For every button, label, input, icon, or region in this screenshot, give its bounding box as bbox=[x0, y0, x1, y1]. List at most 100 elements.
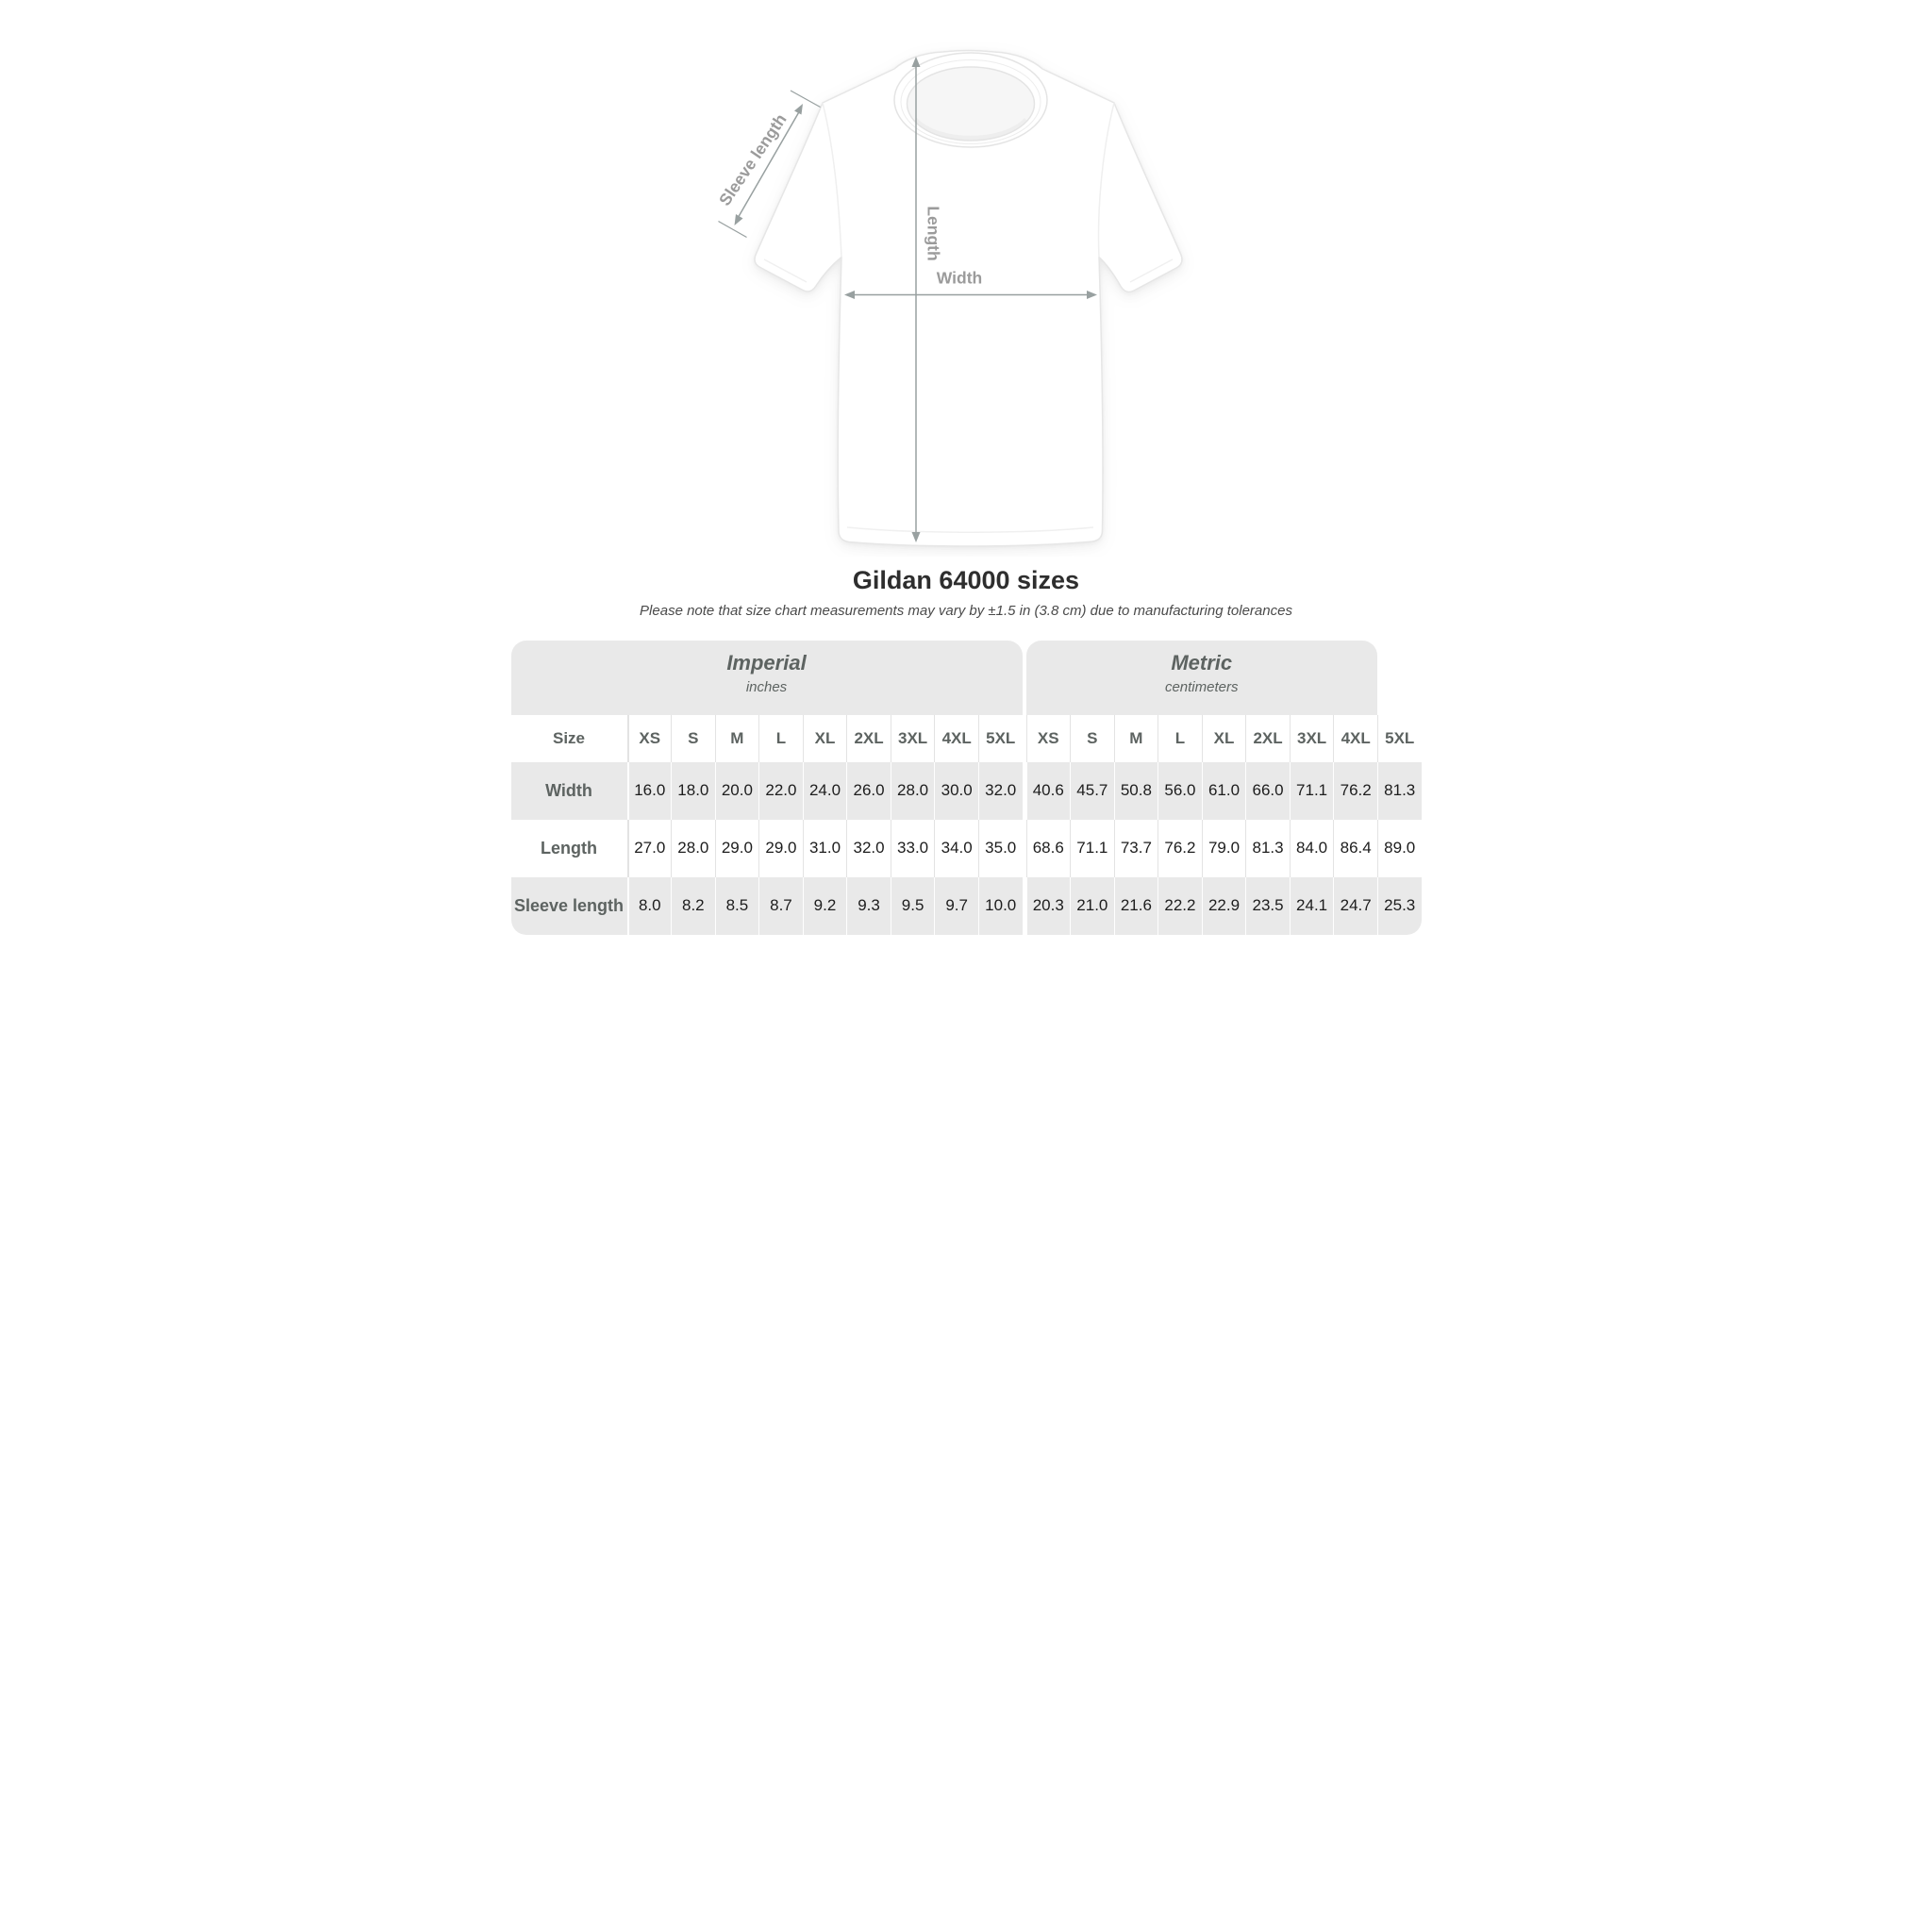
size-column-header: Size bbox=[552, 728, 586, 747]
value-imperial: 30.0 bbox=[934, 761, 978, 820]
hem-stitch bbox=[846, 526, 1094, 533]
size-chart-table: Imperial inches Metric centimeters Size X… bbox=[510, 640, 1422, 935]
size-col-header-metric: 2XL bbox=[1245, 714, 1290, 762]
value-imperial: 29.0 bbox=[714, 819, 759, 877]
value-imperial: 18.0 bbox=[671, 761, 715, 820]
unit-divider-gap bbox=[1022, 761, 1026, 820]
value-metric: 25.3 bbox=[1376, 876, 1422, 935]
value-metric: 76.2 bbox=[1333, 761, 1377, 820]
value-imperial: 33.0 bbox=[890, 819, 935, 877]
left-cuff-stitch bbox=[763, 258, 808, 283]
value-metric: 21.0 bbox=[1070, 876, 1114, 935]
size-col-header-imperial: L bbox=[758, 714, 803, 762]
table-header-row: Size XS S M L XL 2XL 3XL 4XL 5XL XS S M L XL 2XL 3XL 4XL 5… bbox=[511, 714, 1422, 762]
size-col-header-metric: L bbox=[1158, 714, 1202, 762]
value-imperial: 28.0 bbox=[671, 819, 715, 877]
value-metric: 79.0 bbox=[1201, 819, 1246, 877]
tshirt-illustration bbox=[754, 49, 1183, 547]
row-label: Sleeve length bbox=[513, 895, 625, 915]
size-col-header-imperial: 4XL bbox=[934, 714, 978, 762]
sleeve-length-arrow bbox=[718, 90, 821, 239]
size-col-header-imperial: 3XL bbox=[890, 714, 935, 762]
value-metric: 24.1 bbox=[1289, 876, 1334, 935]
value-imperial: 8.5 bbox=[714, 876, 759, 935]
heading: Gildan 64000 sizes Please note that size… bbox=[483, 566, 1449, 619]
size-col-header-metric: XL bbox=[1201, 714, 1246, 762]
value-metric: 22.9 bbox=[1201, 876, 1246, 935]
size-col-header-metric: 5XL bbox=[1376, 714, 1422, 762]
value-metric: 84.0 bbox=[1289, 819, 1334, 877]
value-imperial: 35.0 bbox=[977, 819, 1023, 877]
right-armhole-seam bbox=[1097, 102, 1115, 258]
value-imperial: 32.0 bbox=[977, 761, 1023, 820]
size-table-body: Width 16.0 18.0 20.0 22.0 24.0 26.0 28.0 30.0 32.… bbox=[510, 761, 1422, 935]
value-imperial: 31.0 bbox=[802, 819, 847, 877]
value-imperial: 8.2 bbox=[671, 876, 715, 935]
collar-stitch bbox=[900, 59, 1041, 144]
neck-opening bbox=[907, 67, 1035, 141]
value-imperial: 29.0 bbox=[758, 819, 803, 877]
value-metric: 89.0 bbox=[1376, 819, 1422, 877]
size-col-header-metric: S bbox=[1070, 714, 1114, 762]
tolerance-note: Please note that size chart measurements… bbox=[640, 602, 1292, 619]
imperial-band: Imperial inches bbox=[510, 640, 1023, 715]
unit-divider-gap bbox=[1022, 819, 1026, 877]
imperial-label: Imperial bbox=[726, 650, 807, 675]
value-metric: 24.7 bbox=[1333, 876, 1377, 935]
value-metric: 23.5 bbox=[1245, 876, 1290, 935]
sleeve-length-label: Sleeve length bbox=[715, 110, 791, 209]
value-metric: 71.1 bbox=[1289, 761, 1334, 820]
value-metric: 81.3 bbox=[1376, 761, 1422, 820]
row-label: Length bbox=[541, 838, 597, 858]
width-label: Width bbox=[937, 269, 982, 288]
page-title: Gildan 64000 sizes bbox=[852, 566, 1080, 594]
value-metric: 76.2 bbox=[1158, 819, 1202, 877]
size-col-header-metric: M bbox=[1113, 714, 1158, 762]
value-metric: 68.6 bbox=[1025, 819, 1071, 877]
value-imperial: 22.0 bbox=[758, 761, 803, 820]
size-col-header-imperial: 2XL bbox=[846, 714, 891, 762]
value-metric: 86.4 bbox=[1333, 819, 1377, 877]
value-imperial: 20.0 bbox=[714, 761, 759, 820]
imperial-unit: inches bbox=[745, 678, 788, 695]
size-col-header-imperial: 5XL bbox=[977, 714, 1023, 762]
value-imperial: 8.7 bbox=[758, 876, 803, 935]
value-imperial: 26.0 bbox=[846, 761, 891, 820]
value-metric: 22.2 bbox=[1158, 876, 1202, 935]
value-metric: 20.3 bbox=[1025, 876, 1071, 935]
size-col-header-imperial: XL bbox=[802, 714, 847, 762]
metric-band: Metric centimeters bbox=[1025, 640, 1377, 715]
metric-label: Metric bbox=[1171, 650, 1233, 675]
dimension-arrows bbox=[718, 57, 1097, 542]
value-imperial: 24.0 bbox=[802, 761, 847, 820]
value-metric: 21.6 bbox=[1113, 876, 1158, 935]
size-col-header-imperial: XS bbox=[626, 714, 672, 762]
value-imperial: 9.5 bbox=[890, 876, 935, 935]
value-metric: 71.1 bbox=[1070, 819, 1114, 877]
value-metric: 56.0 bbox=[1158, 761, 1202, 820]
value-metric: 81.3 bbox=[1245, 819, 1290, 877]
value-imperial: 16.0 bbox=[626, 761, 672, 820]
value-metric: 66.0 bbox=[1245, 761, 1290, 820]
tshirt-body bbox=[754, 49, 1183, 547]
length-arrow bbox=[911, 57, 921, 542]
size-col-header-metric: 4XL bbox=[1333, 714, 1377, 762]
value-metric: 61.0 bbox=[1201, 761, 1246, 820]
table-row-width: Width 16.0 18.0 20.0 22.0 24.0 26.0 28.0 30.0 32.… bbox=[510, 761, 1422, 820]
value-imperial: 32.0 bbox=[846, 819, 891, 877]
row-label: Width bbox=[545, 780, 592, 800]
metric-unit: centimeters bbox=[1164, 678, 1239, 695]
table-row-sleeve-length: Sleeve length 8.0 8.2 8.5 8.7 9.2 9.3 9.5 9.7 10.… bbox=[510, 876, 1422, 935]
unit-divider-gap bbox=[1022, 714, 1026, 762]
value-metric: 50.8 bbox=[1113, 761, 1158, 820]
right-cuff-stitch bbox=[1129, 258, 1174, 283]
unit-divider-gap bbox=[1022, 876, 1026, 935]
tshirt-graphic: Sleeve length Length Width bbox=[715, 49, 1183, 547]
value-imperial: 9.7 bbox=[934, 876, 978, 935]
value-imperial: 28.0 bbox=[890, 761, 935, 820]
value-imperial: 34.0 bbox=[934, 819, 978, 877]
value-imperial: 9.2 bbox=[802, 876, 847, 935]
table-row-length: Length 27.0 28.0 29.0 29.0 31.0 32.0 33.0 34.0 35… bbox=[511, 819, 1422, 877]
size-col-header-metric: 3XL bbox=[1289, 714, 1334, 762]
value-metric: 73.7 bbox=[1113, 819, 1158, 877]
